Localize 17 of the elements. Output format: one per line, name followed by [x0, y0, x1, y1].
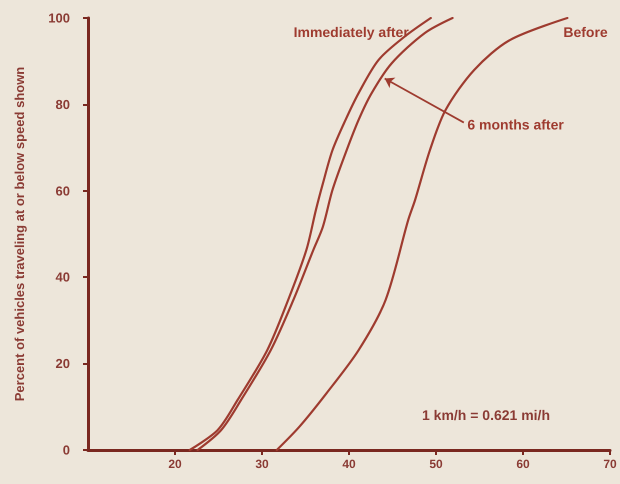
text: 6 months after [467, 116, 564, 132]
y-axis-title: Percent of vehicles traveling at or below speed shown [12, 66, 27, 402]
x-tick-label: 40 [342, 457, 356, 471]
x-tick-label: 20 [168, 457, 182, 471]
y-tick-label: 100 [48, 10, 70, 26]
series-label: Before [563, 24, 608, 40]
y-tick-label: 80 [56, 96, 70, 112]
y-tick-label: 40 [56, 270, 70, 285]
y-tick-label: 20 [56, 356, 70, 372]
y-tick-label: 0 [62, 442, 70, 458]
x-tick-label: 50 [429, 457, 443, 471]
y-tick-label: 60 [56, 183, 70, 198]
series-label: Immediately after [294, 24, 410, 40]
x-tick-label: 70 [603, 457, 617, 471]
annotation: 1 km/h = 0.621 mi/h [422, 407, 550, 423]
x-tick-label: 60 [516, 457, 530, 471]
x-tick-label: 30 [255, 457, 269, 471]
